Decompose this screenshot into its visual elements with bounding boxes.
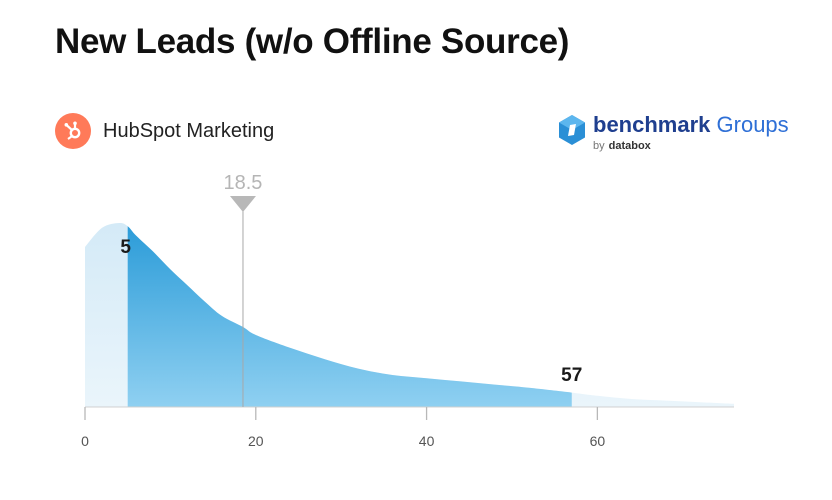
brand-name: benchmark Groups [593, 112, 789, 138]
brand-byline: by databox [593, 140, 651, 152]
brand-name-bold: benchmark [593, 112, 711, 137]
hubspot-icon [55, 113, 91, 149]
x-tick-label: 0 [81, 433, 89, 449]
x-tick-label: 40 [419, 433, 435, 449]
source-label: HubSpot Marketing [103, 119, 275, 142]
brand-name-light: Groups [716, 112, 789, 137]
range-high-label: 57 [561, 365, 582, 386]
chart-title: New Leads (w/o Offline Source) [55, 22, 570, 61]
brand-by: by [593, 140, 605, 152]
median-marker-icon [229, 196, 256, 212]
benchmark-logo-icon [559, 115, 585, 145]
x-tick-label: 60 [590, 433, 606, 449]
median-label: 18.5 [224, 172, 263, 194]
x-tick-label: 20 [248, 433, 264, 449]
data-source: HubSpot Marketing [55, 113, 274, 149]
benchmark-groups-logo: benchmark Groups by databox [557, 112, 789, 156]
distribution-area-range [127, 226, 572, 407]
brand-company: databox [608, 140, 651, 152]
range-low-label: 5 [120, 237, 131, 258]
